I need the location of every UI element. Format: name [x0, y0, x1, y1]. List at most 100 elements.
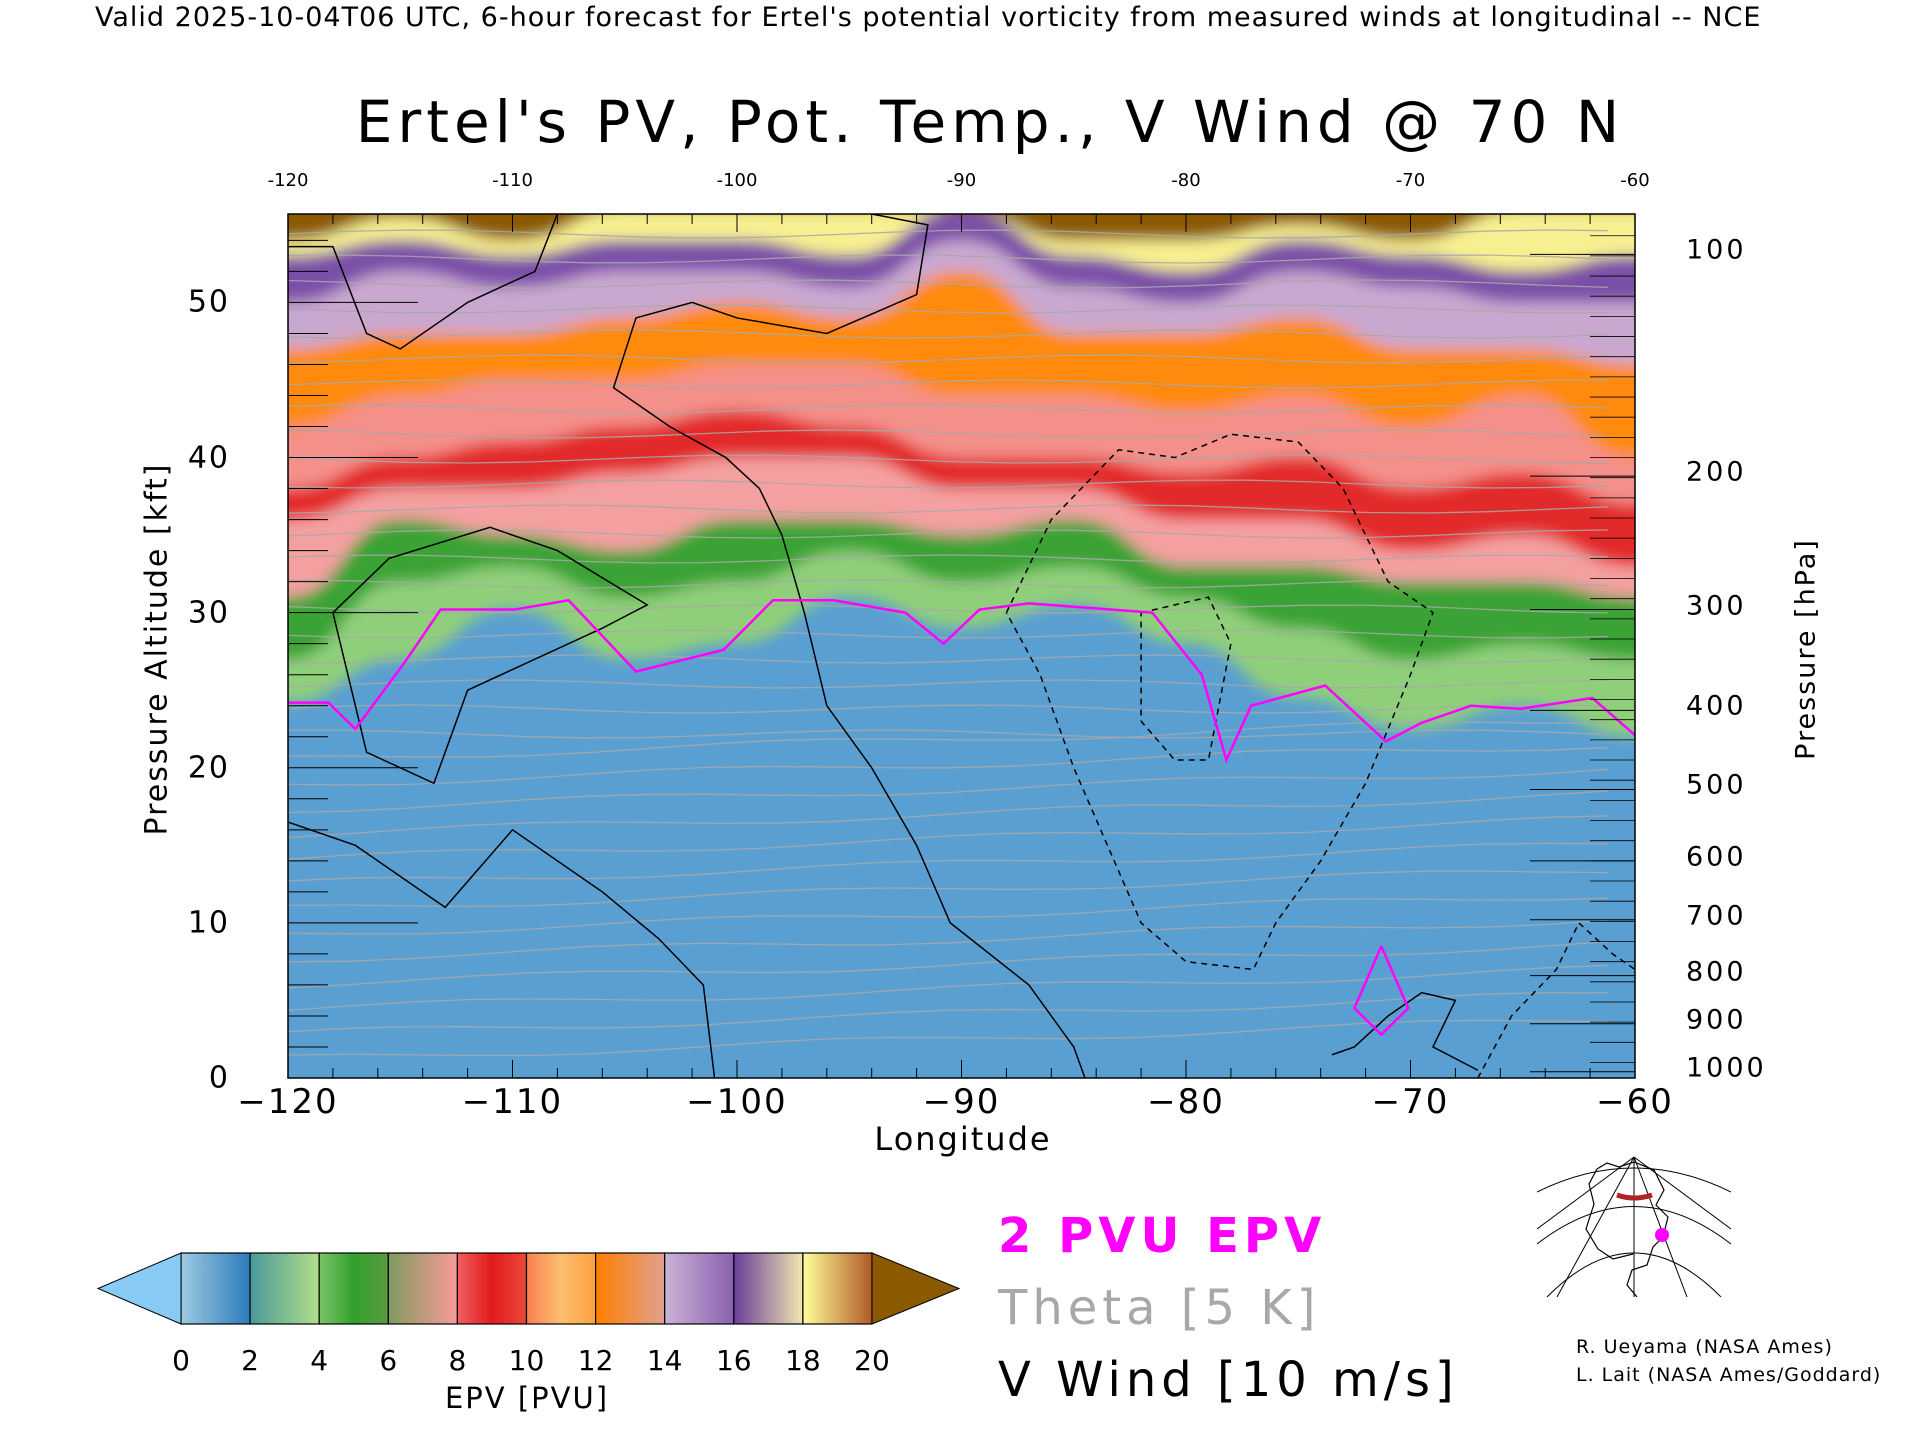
y-tick-label: 50: [187, 284, 230, 320]
y-tick-label: 0: [208, 1060, 230, 1096]
x-tick-label: −90: [922, 1082, 1001, 1122]
pv-band-18: [288, 214, 1635, 272]
pv-band-20: [288, 214, 1491, 241]
vwind-contour--10: [1477, 921, 1635, 1078]
theta-contour: [288, 815, 1609, 860]
x-tick-label: −80: [1147, 1082, 1225, 1122]
theta-contour: [288, 379, 1609, 389]
y-tick-label: 10: [187, 905, 230, 941]
y2-tick-label: 900: [1686, 1004, 1747, 1036]
colorbar-tick-label: 12: [577, 1344, 614, 1377]
y2-tick-label: 700: [1686, 900, 1747, 932]
theta-contour: [288, 304, 1609, 314]
theta-contour: [288, 454, 1609, 464]
top-x-tick-label: -90: [946, 170, 977, 191]
map-location-dot: [1655, 1228, 1669, 1242]
vwind-contour-0: [288, 821, 716, 1078]
theta-contour: [288, 897, 1609, 935]
y-tick-label: 30: [187, 595, 230, 631]
vwind-contour-10: [332, 526, 649, 785]
theta-contour: [288, 964, 1609, 1012]
top-x-tick-label: -110: [492, 170, 533, 191]
colorbar-tick-label: 0: [172, 1344, 190, 1377]
x-tick-label: −120: [237, 1082, 339, 1122]
location-map-inset: [1537, 1156, 1731, 1297]
theta-contour: [288, 554, 1609, 564]
x-tick-label: −100: [686, 1082, 788, 1122]
vwind-contour-0: [612, 214, 1086, 1078]
chart-title: Ertel's PV, Pot. Temp., V Wind @ 70 N: [355, 88, 1625, 156]
y2-tick-label: 100: [1686, 234, 1747, 266]
colorbar-tick-label: 10: [508, 1344, 545, 1377]
top-x-tick-label: -70: [1395, 170, 1426, 191]
y2-tick-label: 200: [1686, 456, 1747, 488]
theta-contour: [288, 504, 1609, 514]
colorbar-label: EPV [PVU]: [444, 1381, 610, 1415]
theta-contour: [288, 604, 1609, 614]
y2-tick-label: 500: [1686, 769, 1747, 801]
y2-tick-label: 400: [1686, 690, 1747, 722]
header-text: Valid 2025-10-04T06 UTC, 6-hour forecast…: [95, 2, 1762, 33]
theta-contour: [288, 629, 1609, 639]
theta-contour: [288, 429, 1609, 439]
y2-tick-label: 600: [1686, 841, 1747, 873]
two-pvu-contour: [288, 598, 1635, 764]
theta-contour: [288, 729, 1609, 739]
y2-axis-label: Pressure [hPa]: [1790, 538, 1822, 760]
theta-contour: [288, 992, 1609, 1034]
theta-contour: [288, 404, 1609, 414]
map-cross-section-arc: [1616, 1192, 1653, 1201]
x-tick-label: −60: [1596, 1082, 1674, 1122]
credit-line-2: L. Lait (NASA Ames/Goddard): [1576, 1364, 1882, 1386]
legend-wind: V Wind [10 m/s]: [998, 1352, 1459, 1408]
theta-contour: [288, 254, 1609, 264]
legend-pv: 2 PVU EPV: [998, 1208, 1327, 1264]
theta-contour: [288, 842, 1609, 884]
theta-contour: [288, 229, 1609, 239]
top-x-tick-label: -100: [716, 170, 758, 191]
x-tick-label: −110: [461, 1082, 564, 1122]
theta-contour: [288, 354, 1609, 364]
theta-contour: [288, 721, 1609, 759]
colorbar-tick-label: 4: [310, 1344, 329, 1377]
y-tick-label: 40: [187, 440, 230, 476]
top-x-tick-label: -120: [267, 170, 309, 191]
theta-contour: [288, 768, 1609, 814]
colorbar-tick-label: 2: [241, 1344, 260, 1377]
theta-contour: [288, 870, 1609, 909]
theta-contour: [288, 654, 1609, 664]
vwind-contour-0: [1331, 991, 1479, 1071]
y2-tick-label: 300: [1686, 590, 1747, 622]
top-x-tick-label: -60: [1620, 170, 1650, 191]
colorbar-tick-label: 18: [785, 1344, 821, 1377]
theta-contour: [288, 919, 1609, 963]
vwind-contour--10: [1140, 596, 1232, 761]
vwind-contour--10: [1005, 433, 1434, 971]
legend-theta: Theta [5 K]: [998, 1280, 1321, 1336]
theta-contour: [288, 529, 1609, 539]
y2-tick-label: 800: [1686, 956, 1747, 988]
theta-contour: [288, 747, 1609, 786]
theta-contour: [288, 704, 1609, 714]
theta-contour: [288, 329, 1609, 339]
two-pvu-contour: [1352, 945, 1410, 1037]
vwind-contour-10: [288, 214, 559, 350]
theta-contour: [288, 679, 1609, 689]
colorbar-tick-label: 20: [854, 1344, 890, 1377]
colorbar-tick-label: 14: [646, 1344, 683, 1377]
colorbar-tick-label: 8: [448, 1344, 467, 1377]
credit-line-1: R. Ueyama (NASA Ames): [1576, 1336, 1833, 1358]
colorbar-tick-label: 16: [715, 1344, 752, 1377]
theta-contour: [288, 1019, 1609, 1059]
theta-contour: [288, 579, 1609, 589]
x-tick-label: −70: [1371, 1082, 1450, 1122]
top-x-tick-label: -80: [1171, 170, 1201, 191]
x-axis-label: Longitude: [874, 1120, 1052, 1158]
y2-tick-label: 1000: [1686, 1052, 1767, 1084]
theta-contour: [288, 479, 1609, 489]
y-tick-label: 20: [187, 750, 230, 786]
y-axis-label: Pressure Altitude [kft]: [139, 462, 175, 836]
theta-contour: [288, 790, 1609, 839]
colorbar-tick-label: 6: [379, 1344, 398, 1377]
